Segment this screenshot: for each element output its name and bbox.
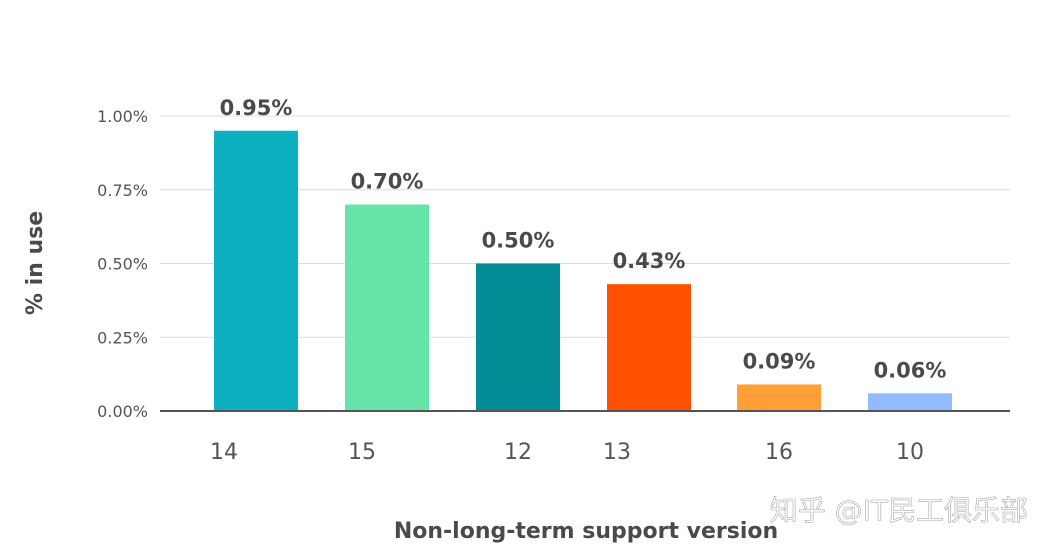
gridlines [160, 115, 1010, 338]
bar-14 [214, 130, 298, 411]
x-tick-label: 16 [765, 440, 793, 465]
bar-13 [607, 284, 691, 411]
x-axis-title: Non-long-term support version [394, 519, 778, 544]
x-tick-label: 15 [348, 440, 376, 465]
y-tick-label: 0.00% [97, 402, 148, 421]
y-tick-labels: 0.00% 0.25% 0.50% 0.75% 1.00% [97, 107, 148, 421]
watermark-text: 知乎 @IT民工俱乐部 [770, 494, 1028, 527]
bar-15 [345, 204, 429, 411]
data-label: 0.70% [351, 170, 424, 194]
x-tick-label: 10 [896, 440, 924, 465]
data-label: 0.06% [874, 358, 947, 382]
x-tick-label: 14 [210, 440, 238, 465]
data-labels: 0.95% 0.70% 0.50% 0.43% 0.09% 0.06% [220, 96, 947, 383]
y-tick-label: 0.50% [97, 255, 148, 274]
y-axis-title: % in use [23, 211, 48, 315]
data-label: 0.09% [743, 349, 816, 373]
y-tick-label: 1.00% [97, 107, 148, 126]
bar-10 [868, 393, 952, 411]
x-tick-label: 12 [504, 440, 532, 465]
bar-16 [737, 384, 821, 411]
y-tick-label: 0.75% [97, 181, 148, 200]
bar-12 [476, 263, 560, 411]
data-label: 0.43% [613, 249, 686, 273]
data-label: 0.50% [482, 229, 555, 253]
data-label: 0.95% [220, 96, 293, 120]
x-tick-labels: 14 15 12 13 16 10 [210, 440, 924, 465]
x-tick-label: 13 [603, 440, 631, 465]
y-tick-label: 0.25% [97, 328, 148, 347]
bars [214, 130, 952, 411]
